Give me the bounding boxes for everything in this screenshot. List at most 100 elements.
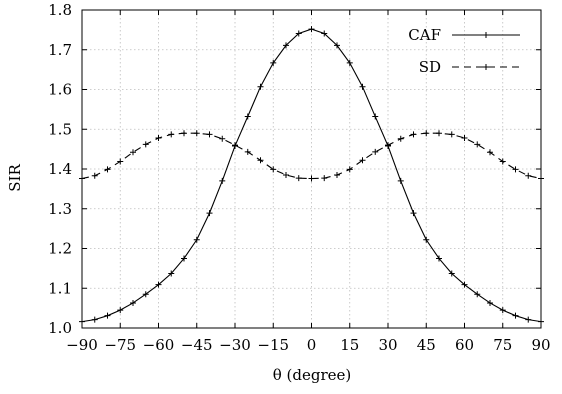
data-point-caf [308,26,315,33]
legend-marker-sd [483,64,489,70]
y-axis-label: SIR [6,164,24,192]
data-point-sd [91,172,98,179]
data-point-caf [283,42,289,49]
x-tick-label: −60 [143,336,175,354]
data-point-sd [448,131,455,138]
data-point-caf [359,83,366,90]
data-point-caf [295,30,302,37]
data-point-sd [219,135,226,142]
data-point-sd [104,166,111,173]
data-point-caf [372,113,379,120]
data-point-caf [397,177,404,184]
x-tick-label: −15 [257,336,289,354]
data-point-sd [410,131,417,138]
legend-label-sd: SD [419,58,441,76]
data-point-sd [397,135,404,142]
data-point-sd [308,175,315,182]
data-point-sd [359,157,366,164]
x-tick-label: −45 [181,336,213,354]
data-point-caf [257,83,264,90]
x-tick-label: 0 [307,336,317,354]
data-point-sd [385,142,391,149]
data-point-sd [423,130,430,137]
data-point-sd [295,175,302,182]
data-point-caf [525,316,532,323]
legend-label-caf: CAF [408,26,441,44]
data-point-caf [117,307,124,314]
data-point-caf [512,312,519,319]
series-sd [79,130,544,182]
data-point-sd [499,158,506,165]
y-tick-label: 1.1 [48,279,72,297]
data-point-caf [104,312,111,319]
data-point-caf [181,255,187,262]
x-axis-label: θ (degree) [273,366,352,384]
data-point-caf [334,42,340,49]
data-point-sd [512,166,519,173]
data-point-caf [499,307,506,314]
series-line-sd [81,132,542,180]
data-point-caf [168,270,175,277]
data-point-sd [168,131,175,138]
data-point-sd [193,130,200,137]
data-point-caf [487,299,493,306]
data-point-sd [372,148,379,155]
data-point-sd [155,134,162,141]
y-tick-label: 1.8 [48,1,72,19]
data-point-sd [436,130,442,137]
data-point-sd [142,141,149,148]
data-point-caf [270,59,277,66]
x-tick-label: −90 [66,336,98,354]
series-caf [79,26,544,325]
data-point-caf [206,210,213,217]
legend-sample-sd [452,64,520,70]
series-layer [79,26,544,325]
plot-frame [81,9,542,329]
data-point-caf [91,316,98,323]
x-tick-label: 45 [417,336,436,354]
x-tick-label: 30 [378,336,397,354]
y-tick-label: 1.7 [48,41,72,59]
x-tick-label: 90 [531,336,550,354]
data-point-sd [283,171,289,178]
y-tick-label: 1.0 [48,319,72,337]
data-point-sd [270,166,277,173]
legend-sample-caf [452,32,520,38]
tick-labels: −90 −75 −60 −45 −30 −15 0 15 30 45 60 75 90 1.0 1.1 1.2… [48,1,550,354]
y-tick-label: 1.3 [48,200,72,218]
data-point-sd [321,175,328,182]
data-point-sd [474,141,481,148]
data-point-sd [117,158,124,165]
data-point-sd [232,142,238,149]
data-point-sd [244,148,251,155]
data-point-caf [448,270,455,277]
x-tick-label: 60 [455,336,474,354]
x-tick-label: 15 [340,336,359,354]
data-point-caf [193,236,200,243]
data-point-sd [334,171,340,178]
data-point-caf [321,30,328,37]
data-point-caf [219,177,226,184]
legend-marker-caf [483,32,489,38]
data-point-sd [130,149,136,156]
data-point-caf [155,281,162,288]
data-point-caf [410,210,417,217]
data-point-caf [346,59,353,66]
y-tick-label: 1.5 [48,120,72,138]
x-tick-label: −75 [104,336,136,354]
data-point-caf [130,299,136,306]
x-tick-label: 75 [493,336,512,354]
y-tick-label: 1.2 [48,240,72,258]
data-point-sd [257,157,264,164]
data-point-caf [244,113,251,120]
data-point-caf [474,291,481,298]
data-point-sd [461,134,468,141]
legend: CAF SD [408,26,520,76]
data-point-sd [525,172,532,179]
y-tick-label: 1.6 [48,81,72,99]
data-point-sd [346,166,353,173]
x-tick-label: −30 [219,336,251,354]
y-tick-label: 1.4 [48,160,72,178]
